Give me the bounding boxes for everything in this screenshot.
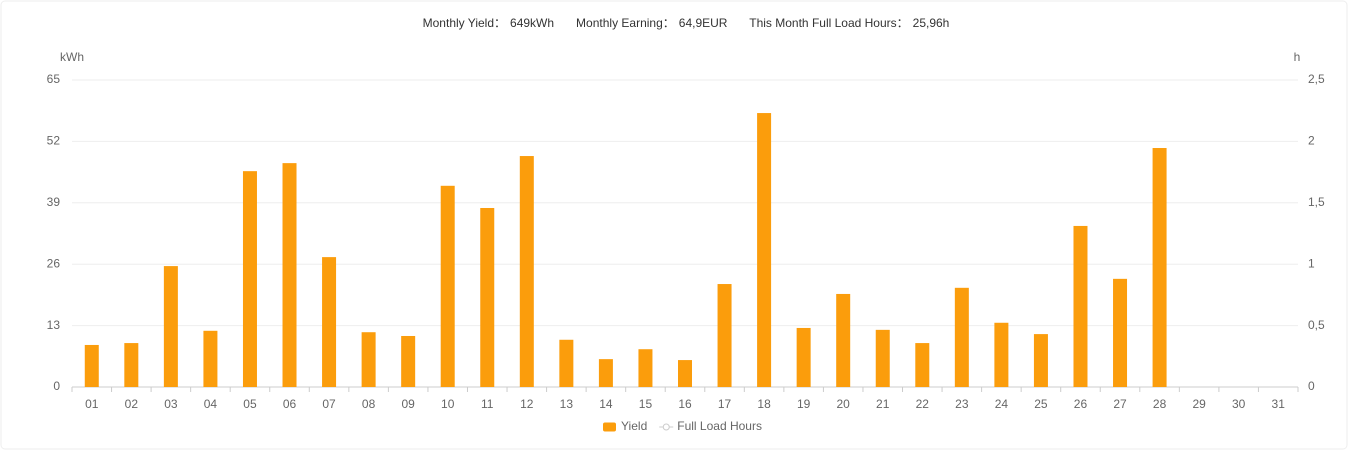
y-tick-label: 13: [47, 318, 61, 332]
bar: [915, 343, 930, 387]
x-tick-label: 18: [757, 397, 771, 411]
x-tick-label: 31: [1272, 397, 1286, 411]
summary-label: This Month Full Load Hours：: [749, 16, 908, 30]
bar: [559, 339, 574, 387]
bar: [994, 322, 1009, 387]
y2-tick-label: 2,5: [1308, 72, 1325, 86]
x-tick-label: 09: [401, 397, 415, 411]
x-tick-label: 27: [1113, 397, 1127, 411]
bar: [440, 185, 455, 387]
y2-tick-label: 1: [1308, 256, 1315, 270]
legend-label: Yield: [621, 419, 647, 433]
x-tick-label: 24: [995, 397, 1009, 411]
summary: Monthly Yield： 649kWh Monthly Earning： 64,9…: [423, 16, 950, 30]
bar: [124, 343, 139, 387]
bar: [678, 360, 692, 387]
x-tick-label: 30: [1232, 397, 1246, 411]
legend-swatch: [662, 423, 670, 431]
bar: [1073, 225, 1088, 387]
x-tick-label: 22: [916, 397, 930, 411]
bar: [480, 207, 495, 387]
bar: [875, 329, 890, 387]
x-tick-label: 26: [1074, 397, 1088, 411]
x-tick-label: 16: [678, 397, 692, 411]
x-tick-label: 13: [560, 397, 574, 411]
x-tick-label: 15: [639, 397, 653, 411]
bar: [203, 330, 218, 387]
y2-tick-label: 1,5: [1308, 195, 1325, 209]
bar: [1152, 148, 1167, 387]
bar: [598, 359, 613, 387]
bar: [519, 156, 534, 387]
summary-label: Monthly Yield：: [423, 16, 506, 30]
y-axis-unit: kWh: [60, 50, 84, 64]
x-tick-label: 25: [1034, 397, 1048, 411]
y2-axis-unit: h: [1294, 50, 1301, 64]
summary-value: 649kWh: [510, 16, 554, 30]
x-tick-label: 08: [362, 397, 376, 411]
y2-tick-label: 0: [1308, 379, 1315, 393]
y-tick-label: 0: [53, 379, 60, 393]
legend-label: Full Load Hours: [677, 419, 762, 433]
bar: [84, 344, 99, 387]
x-tick-label: 05: [243, 397, 257, 411]
x-tick-label: 07: [322, 397, 336, 411]
x-tick-label: 12: [520, 397, 534, 411]
summary-label: Monthly Earning：: [576, 16, 675, 30]
x-tick-label: 28: [1153, 397, 1167, 411]
bar: [361, 332, 376, 387]
x-tick-label: 20: [837, 397, 851, 411]
x-tick-label: 21: [876, 397, 890, 411]
bar: [322, 257, 337, 387]
bar: [1033, 334, 1048, 387]
x-tick-label: 01: [85, 397, 99, 411]
y2-tick-label: 2: [1308, 134, 1315, 148]
bar: [796, 327, 811, 387]
bar: [401, 335, 416, 387]
x-tick-label: 10: [441, 397, 455, 411]
y-tick-label: 26: [47, 256, 61, 270]
x-tick-label: 19: [797, 397, 811, 411]
bar: [282, 163, 297, 387]
y2-tick-label: 0,5: [1308, 318, 1325, 332]
bar: [717, 284, 732, 387]
x-tick-label: 14: [599, 397, 613, 411]
x-tick-label: 23: [955, 397, 969, 411]
bar: [242, 171, 257, 387]
bar: [836, 293, 851, 387]
bar: [638, 349, 653, 387]
y-tick-label: 39: [47, 195, 61, 209]
x-tick-label: 11: [481, 397, 494, 411]
bar: [757, 113, 772, 388]
legend-swatch: [603, 422, 616, 432]
x-tick-label: 06: [283, 397, 297, 411]
summary-value: 64,9EUR: [679, 16, 728, 30]
x-tick-label: 04: [204, 397, 218, 411]
x-tick-label: 03: [164, 397, 178, 411]
y-tick-label: 65: [47, 72, 61, 86]
x-tick-label: 17: [718, 397, 732, 411]
bar: [163, 266, 178, 387]
bar: [1113, 278, 1128, 387]
summary-value: 25,96h: [913, 16, 950, 30]
bar: [954, 287, 969, 387]
x-tick-label: 29: [1192, 397, 1206, 411]
y-tick-label: 52: [47, 134, 61, 148]
x-tick-label: 02: [125, 397, 139, 411]
